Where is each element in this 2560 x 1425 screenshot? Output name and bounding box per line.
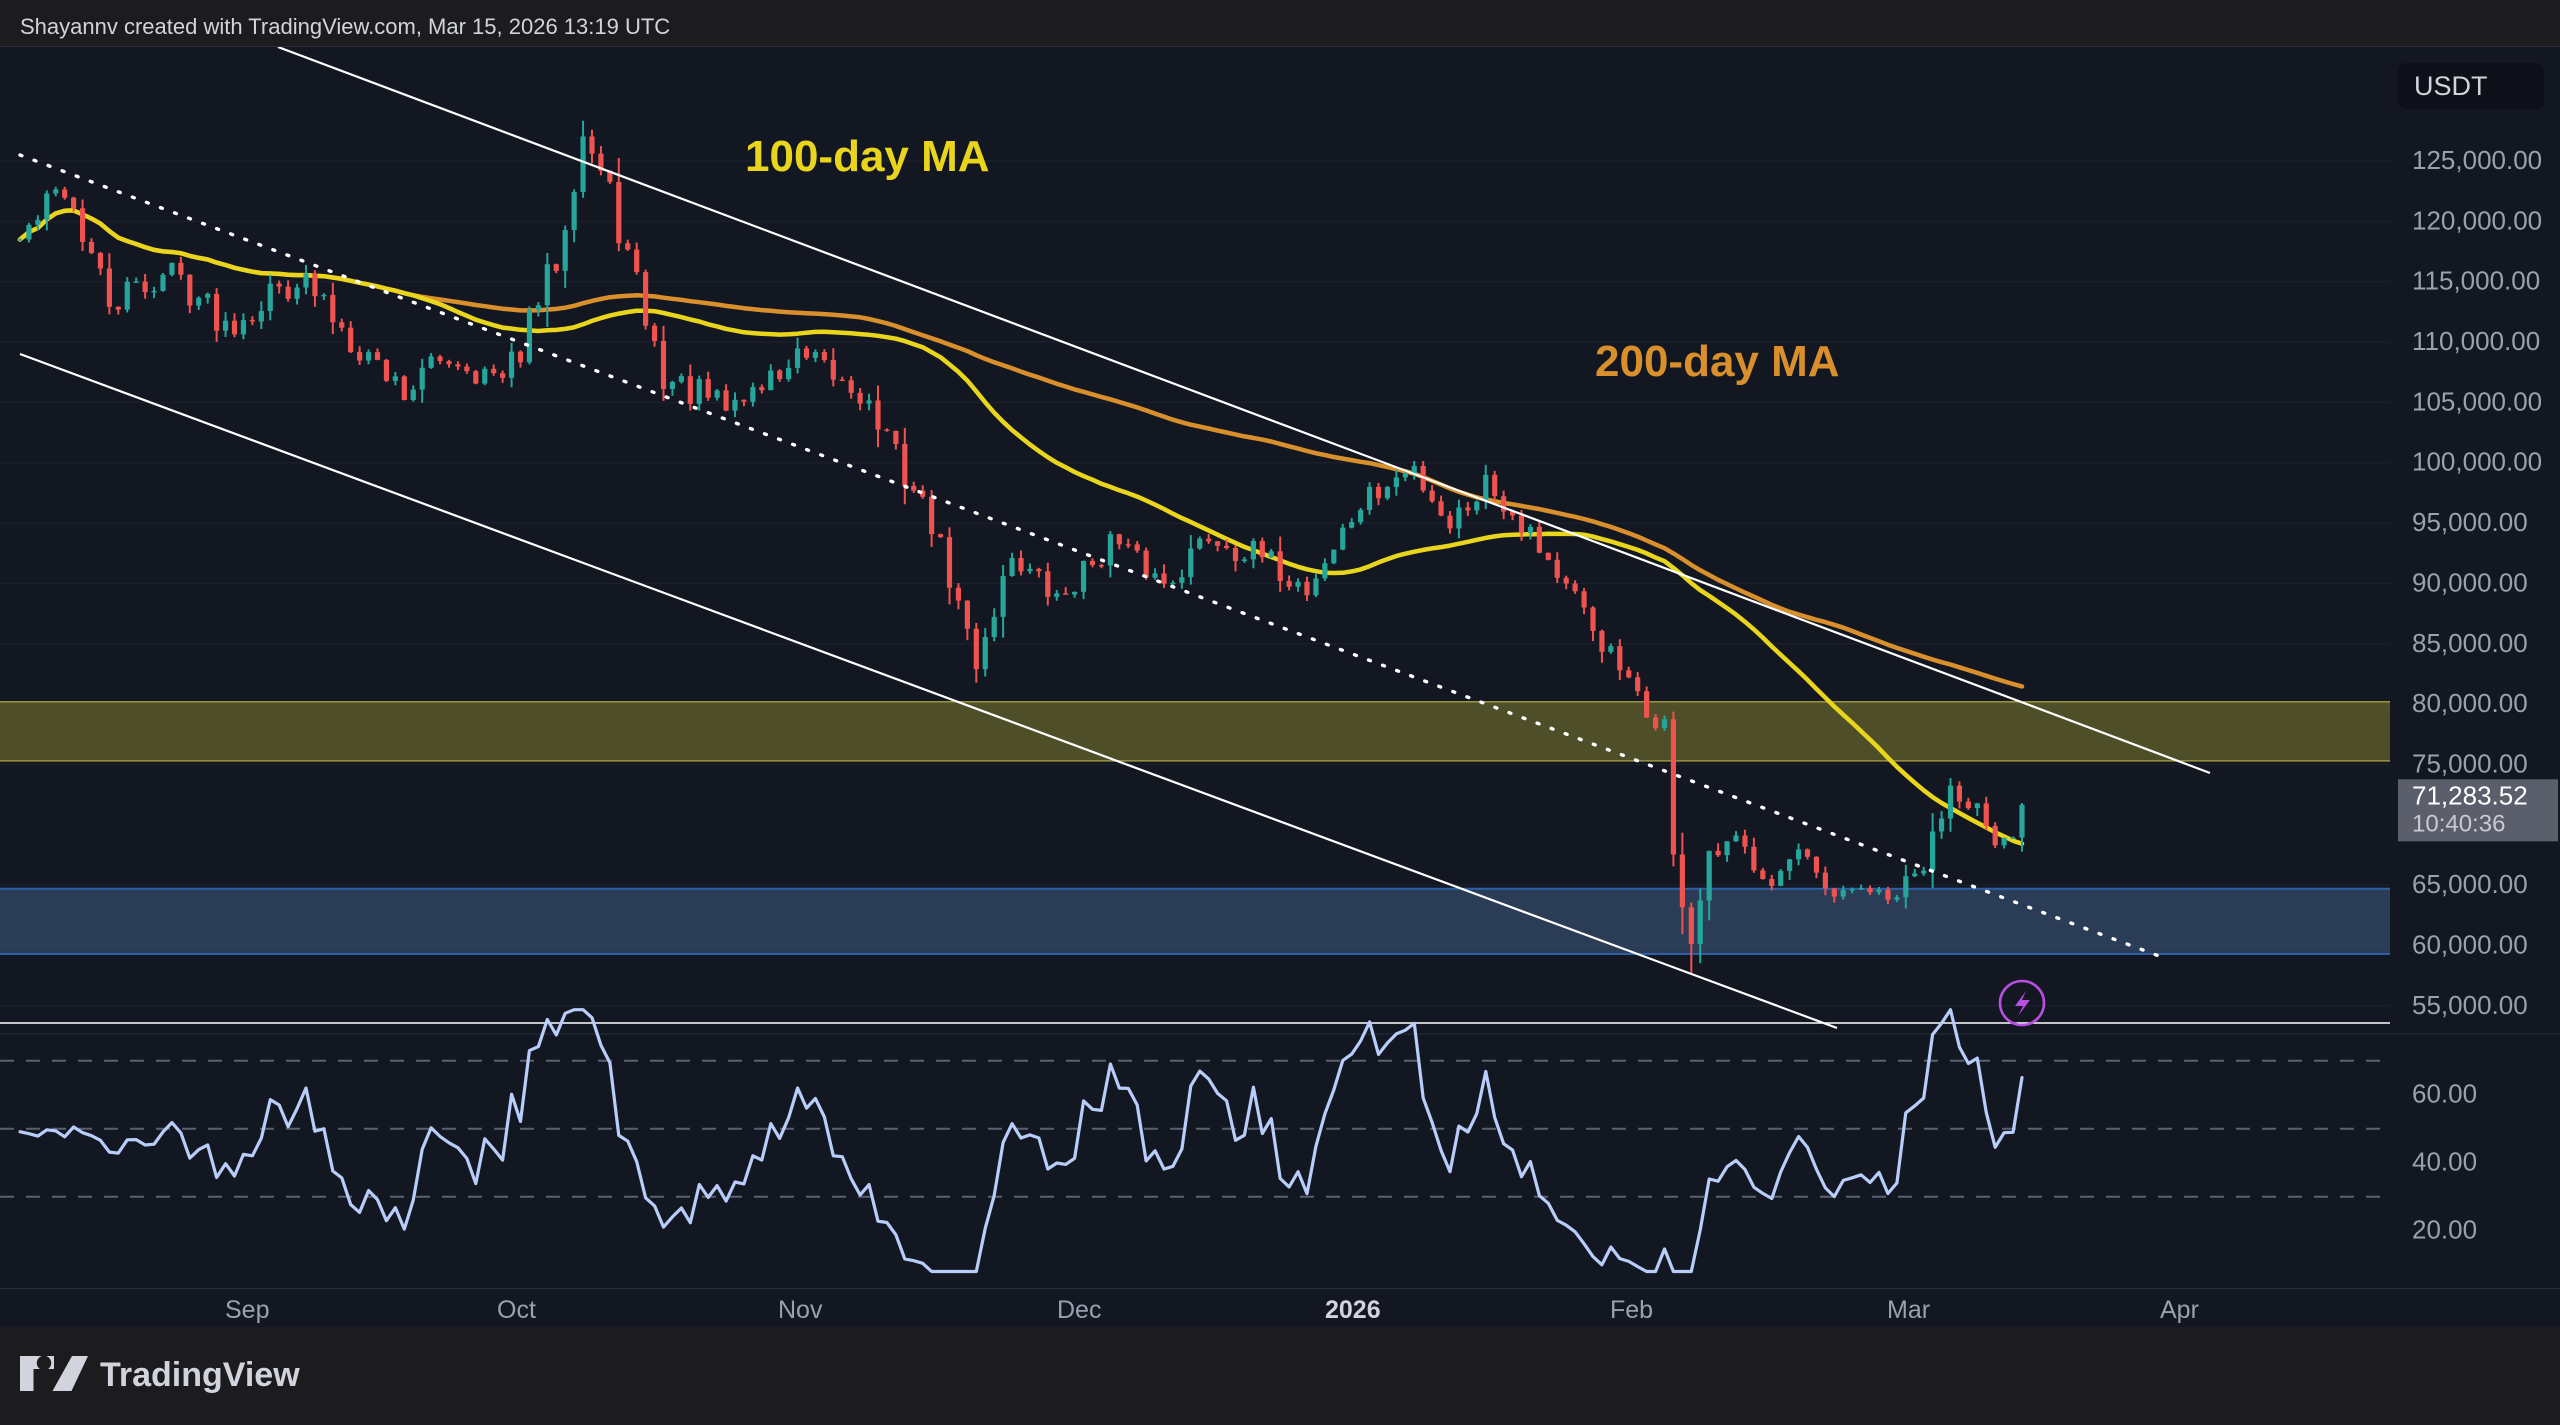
svg-text:40.00: 40.00 xyxy=(2412,1147,2477,1177)
svg-text:110,000.00: 110,000.00 xyxy=(2412,326,2540,356)
svg-text:120,000.00: 120,000.00 xyxy=(2412,205,2542,235)
svg-text:90,000.00: 90,000.00 xyxy=(2412,567,2528,597)
svg-text:100,000.00: 100,000.00 xyxy=(2412,447,2542,477)
svg-text:65,000.00: 65,000.00 xyxy=(2412,869,2528,899)
svg-text:85,000.00: 85,000.00 xyxy=(2412,628,2528,658)
svg-text:71,283.52: 71,283.52 xyxy=(2412,780,2528,810)
svg-text:125,000.00: 125,000.00 xyxy=(2412,145,2542,175)
svg-text:10:40:36: 10:40:36 xyxy=(2412,810,2505,837)
svg-text:95,000.00: 95,000.00 xyxy=(2412,507,2528,537)
svg-text:80,000.00: 80,000.00 xyxy=(2412,688,2528,718)
svg-text:TradingView: TradingView xyxy=(100,1356,300,1394)
svg-text:20.00: 20.00 xyxy=(2412,1215,2477,1245)
svg-text:75,000.00: 75,000.00 xyxy=(2412,748,2528,778)
svg-text:USDT: USDT xyxy=(2414,71,2488,101)
svg-text:60.00: 60.00 xyxy=(2412,1079,2477,1109)
svg-text:200-day MA: 200-day MA xyxy=(1595,337,1840,386)
svg-text:100-day MA: 100-day MA xyxy=(745,132,990,181)
svg-text:60,000.00: 60,000.00 xyxy=(2412,930,2528,960)
svg-text:115,000.00: 115,000.00 xyxy=(2412,266,2540,296)
svg-text:105,000.00: 105,000.00 xyxy=(2412,386,2542,416)
svg-text:55,000.00: 55,000.00 xyxy=(2412,990,2528,1020)
